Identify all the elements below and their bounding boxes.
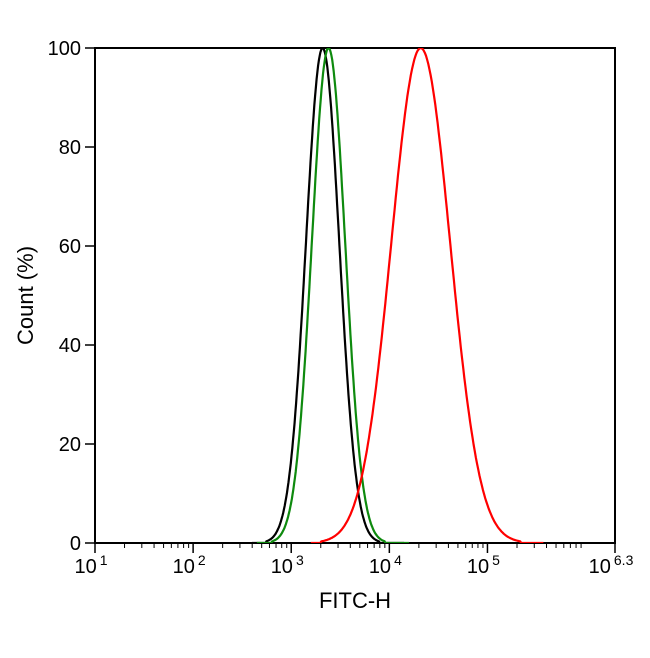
flow-cytometry-histogram: 020406080100101102103104105106.3FITC-HCo… bbox=[0, 0, 650, 658]
svg-text:80: 80 bbox=[59, 137, 81, 159]
x-axis-label: FITC-H bbox=[319, 588, 391, 613]
svg-text:100: 100 bbox=[48, 38, 81, 60]
svg-text:60: 60 bbox=[59, 236, 81, 258]
svg-text:20: 20 bbox=[59, 434, 81, 456]
y-axis-label: Count (%) bbox=[13, 246, 38, 345]
chart-svg: 020406080100101102103104105106.3FITC-HCo… bbox=[0, 0, 650, 658]
svg-text:0: 0 bbox=[70, 533, 81, 555]
svg-text:40: 40 bbox=[59, 335, 81, 357]
